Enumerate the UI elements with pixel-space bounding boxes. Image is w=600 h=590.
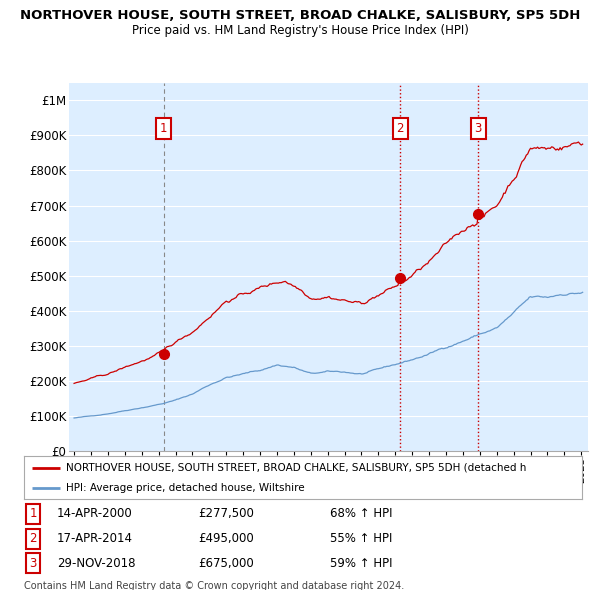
Text: £277,500: £277,500 xyxy=(198,507,254,520)
Text: 3: 3 xyxy=(29,557,37,570)
Text: £495,000: £495,000 xyxy=(198,532,254,545)
Text: £675,000: £675,000 xyxy=(198,557,254,570)
Text: Contains HM Land Registry data © Crown copyright and database right 2024.: Contains HM Land Registry data © Crown c… xyxy=(24,581,404,590)
Text: 55% ↑ HPI: 55% ↑ HPI xyxy=(330,532,392,545)
Text: 2: 2 xyxy=(29,532,37,545)
Text: HPI: Average price, detached house, Wiltshire: HPI: Average price, detached house, Wilt… xyxy=(66,483,304,493)
Text: 1: 1 xyxy=(160,122,167,135)
Text: 1: 1 xyxy=(29,507,37,520)
Text: 3: 3 xyxy=(475,122,482,135)
Text: Price paid vs. HM Land Registry's House Price Index (HPI): Price paid vs. HM Land Registry's House … xyxy=(131,24,469,37)
Text: 59% ↑ HPI: 59% ↑ HPI xyxy=(330,557,392,570)
Text: 14-APR-2000: 14-APR-2000 xyxy=(57,507,133,520)
Text: 17-APR-2014: 17-APR-2014 xyxy=(57,532,133,545)
Text: 29-NOV-2018: 29-NOV-2018 xyxy=(57,557,136,570)
Text: NORTHOVER HOUSE, SOUTH STREET, BROAD CHALKE, SALISBURY, SP5 5DH (detached h: NORTHOVER HOUSE, SOUTH STREET, BROAD CHA… xyxy=(66,463,526,473)
Text: 68% ↑ HPI: 68% ↑ HPI xyxy=(330,507,392,520)
Text: NORTHOVER HOUSE, SOUTH STREET, BROAD CHALKE, SALISBURY, SP5 5DH: NORTHOVER HOUSE, SOUTH STREET, BROAD CHA… xyxy=(20,9,580,22)
Text: 2: 2 xyxy=(397,122,404,135)
